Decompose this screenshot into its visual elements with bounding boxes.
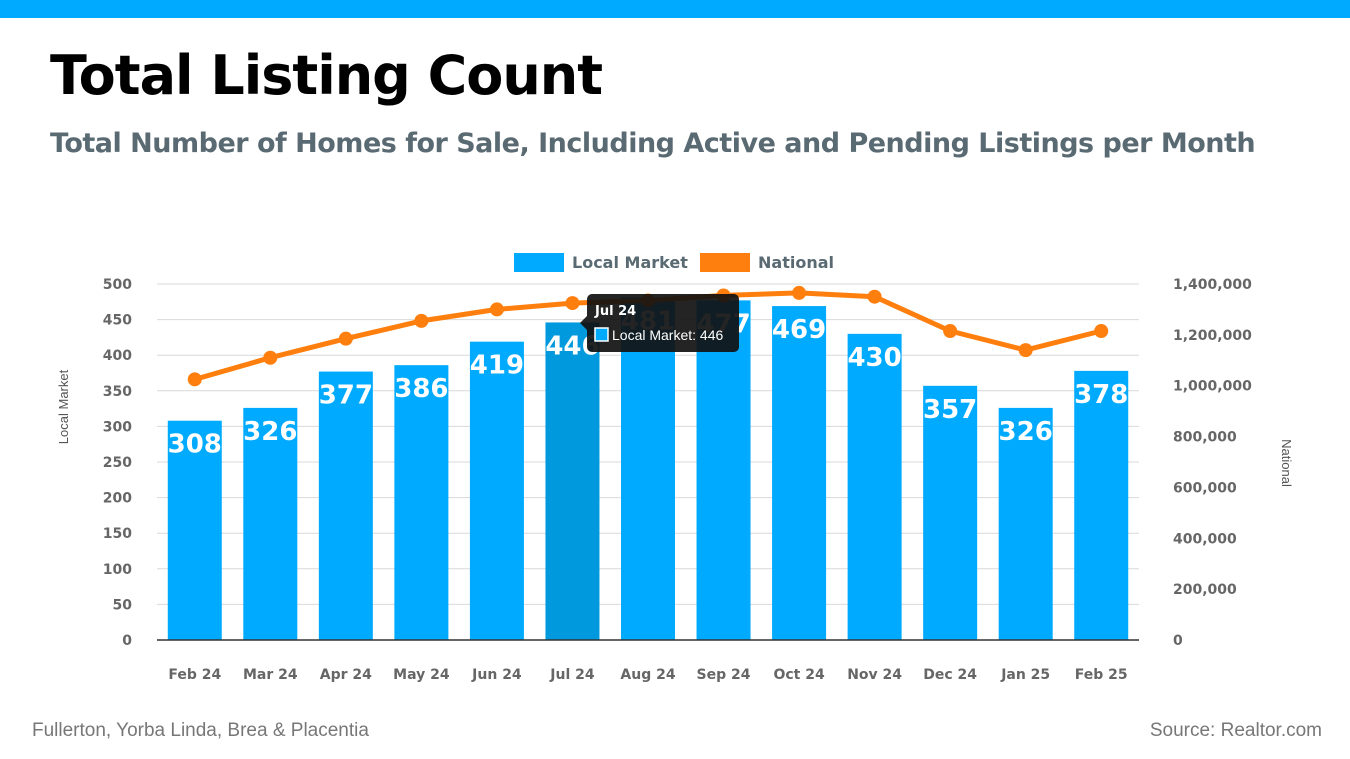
left-axis-tick-label: 150: [103, 526, 132, 542]
right-axis-tick-label: 400,000: [1173, 531, 1237, 547]
bar-value-label: 326: [243, 417, 297, 447]
x-axis-tick-label: Jul 24: [549, 667, 595, 683]
bar-local-market[interactable]: [1074, 370, 1129, 640]
legend-label-national[interactable]: National: [758, 253, 834, 272]
bar-value-label: 430: [847, 343, 901, 373]
national-point[interactable]: [1094, 324, 1109, 339]
bar-local-market[interactable]: [923, 385, 978, 640]
right-axis-tick-label: 1,200,000: [1173, 328, 1252, 344]
national-point[interactable]: [565, 296, 580, 311]
footer-region: Fullerton, Yorba Linda, Brea & Placentia: [32, 720, 369, 741]
left-axis-tick-label: 0: [122, 633, 132, 649]
chart-legend: Local Market National: [514, 253, 834, 272]
tooltip-pointer: [580, 316, 587, 330]
tooltip-title: Jul 24: [594, 304, 636, 319]
bar-local-market[interactable]: [621, 297, 675, 640]
national-point[interactable]: [414, 313, 429, 328]
right-axis-tick-label: 1,400,000: [1173, 277, 1252, 293]
x-axis-tick-label: Oct 24: [773, 667, 825, 683]
bar-local-market[interactable]: [772, 306, 827, 640]
x-axis-tick-label: Apr 24: [320, 667, 372, 683]
bar-local-market[interactable]: [696, 300, 751, 640]
right-axis-tick-label: 800,000: [1173, 430, 1237, 446]
national-point[interactable]: [943, 324, 958, 339]
right-axis-tick-label: 0: [1173, 633, 1183, 649]
bar-local-market[interactable]: [318, 371, 373, 640]
bar-value-label: 377: [319, 381, 373, 411]
x-axis-tick-label: May 24: [393, 667, 450, 683]
legend-swatch-national[interactable]: [700, 253, 750, 272]
left-axis-ticks: 0 50 100 150 200 250 300 350 400 450 500: [103, 277, 132, 649]
x-axis-tick-label: Sep 24: [697, 667, 751, 683]
top-accent-band: [0, 0, 1350, 18]
left-axis-tick-label: 300: [103, 419, 132, 435]
bar-value-label: 386: [394, 374, 448, 404]
x-axis-ticks: Feb 24 Mar 24 Apr 24 May 24 Jun 24 Jul 24 Aug …: [168, 667, 1127, 683]
bar-local-market[interactable]: [243, 407, 298, 640]
right-axis-title: National: [1279, 439, 1294, 487]
national-point[interactable]: [263, 350, 278, 365]
bar-local-market[interactable]: [469, 341, 524, 640]
footer-source: Source: Realtor.com: [1149, 720, 1322, 741]
right-axis-ticks: 0 200,000 400,000 600,000 800,000 1,000,000 1,…: [1173, 277, 1252, 649]
national-point[interactable]: [338, 331, 353, 346]
national-point[interactable]: [187, 372, 202, 387]
left-axis-title: Local Market: [56, 369, 71, 444]
tooltip-text: Local Market: 446: [612, 327, 723, 343]
bar-local-market[interactable]: [998, 407, 1053, 640]
x-axis-tick-label: Feb 24: [168, 667, 221, 683]
bar-value-label: 326: [999, 417, 1053, 447]
x-axis-tick-label: Aug 24: [620, 667, 675, 683]
bar-value-label: 378: [1074, 380, 1128, 410]
bar-value-label: 419: [470, 351, 524, 381]
national-point[interactable]: [792, 285, 807, 300]
right-axis-tick-label: 200,000: [1173, 582, 1237, 598]
chart-tooltip: Jul 24 Local Market: 446: [580, 294, 739, 352]
bar-value-label: 308: [168, 430, 222, 460]
left-axis-tick-label: 250: [103, 455, 132, 471]
legend-label-local-market[interactable]: Local Market: [572, 253, 688, 272]
x-axis-tick-label: Jun 24: [471, 667, 522, 683]
left-axis-tick-label: 350: [103, 384, 132, 400]
x-axis-tick-label: Nov 24: [847, 667, 902, 683]
left-axis-tick-label: 500: [103, 277, 132, 293]
left-axis-tick-label: 400: [103, 348, 132, 364]
right-axis-tick-label: 1,000,000: [1173, 379, 1252, 395]
tooltip-swatch: [594, 327, 609, 342]
left-axis-tick-label: 50: [113, 597, 133, 613]
left-axis-tick-label: 450: [103, 313, 132, 329]
tooltip-background: [587, 294, 739, 352]
right-axis-tick-label: 600,000: [1173, 480, 1237, 496]
left-axis-tick-label: 100: [103, 562, 132, 578]
national-point[interactable]: [489, 302, 504, 317]
page-subtitle: Total Number of Homes for Sale, Includin…: [50, 128, 1256, 159]
bar-value-label: 469: [772, 315, 826, 345]
page-title: Total Listing Count: [50, 44, 603, 107]
bar-value-label: 357: [923, 395, 977, 425]
bar-local-market[interactable]: [545, 322, 600, 640]
x-axis-tick-label: Dec 24: [923, 667, 977, 683]
legend-swatch-local-market[interactable]: [514, 253, 564, 272]
x-axis-tick-label: Jan 25: [1000, 667, 1050, 683]
x-axis-tick-label: Mar 24: [243, 667, 298, 683]
listing-count-chart: 0 50 100 150 200 250 300 350 400 450 500 0 200,000 4…: [56, 253, 1294, 683]
national-point[interactable]: [867, 289, 882, 304]
x-axis-tick-label: Feb 25: [1075, 667, 1128, 683]
bar-local-market[interactable]: [847, 333, 902, 640]
national-point[interactable]: [1018, 343, 1033, 358]
bar-local-market[interactable]: [167, 420, 222, 640]
left-axis-tick-label: 200: [103, 491, 132, 507]
local-market-bars: [167, 297, 1129, 640]
bar-local-market[interactable]: [394, 365, 449, 640]
